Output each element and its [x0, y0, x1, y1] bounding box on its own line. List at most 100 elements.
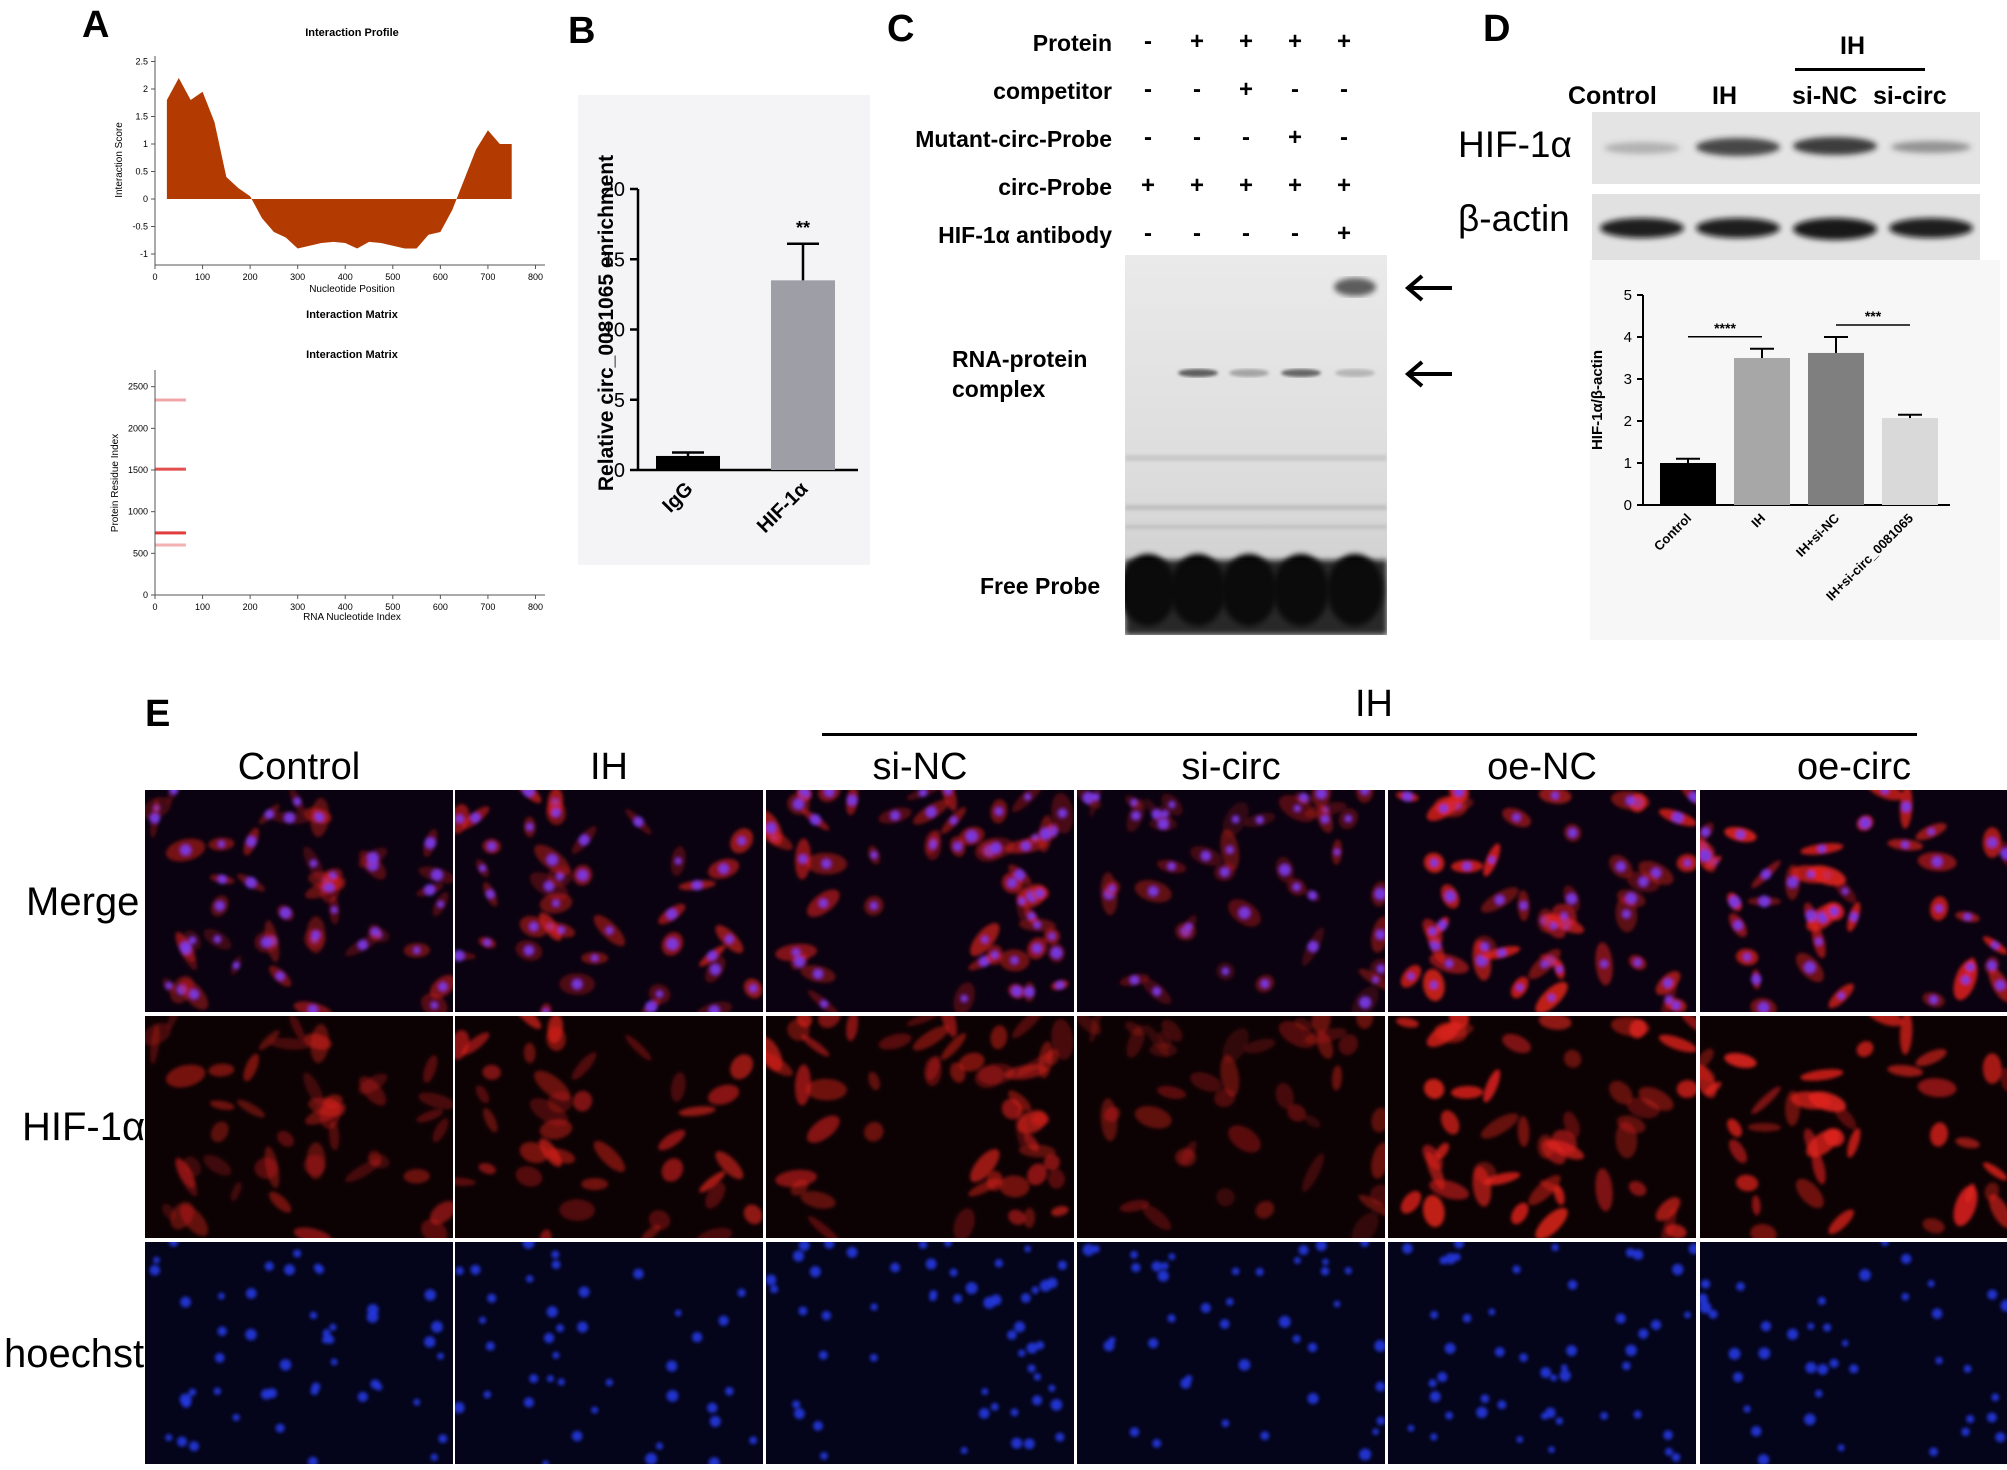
emsa-sign: +: [1336, 220, 1351, 247]
y-tick-label: 4: [1624, 329, 1632, 346]
cell-nucleus: [367, 852, 379, 864]
cell-nucleus: [1278, 1315, 1291, 1328]
cell-nucleus: [551, 1260, 561, 1270]
cell-nucleus: [749, 984, 758, 993]
cell-cytoplasm: [730, 1054, 754, 1080]
cell-cytoplasm: [209, 1100, 235, 1111]
cell-nucleus: [1881, 1242, 1889, 1247]
if-image: [455, 1242, 763, 1464]
cell-cytoplasm: [1429, 1179, 1470, 1200]
cell-cytoplasm: [559, 1199, 596, 1221]
bar: [1808, 352, 1864, 505]
cell-nucleus: [1344, 815, 1352, 823]
cell-nucleus: [1728, 1347, 1741, 1360]
emsa-sign: +: [1238, 172, 1253, 199]
cell-nucleus: [578, 1286, 590, 1298]
cell-nucleus: [1437, 919, 1448, 931]
cell-nucleus: [552, 899, 560, 907]
cell-nucleus: [869, 901, 878, 910]
cell-nucleus: [264, 809, 274, 819]
cell-nucleus: [1092, 793, 1100, 801]
cell-nucleus: [325, 1335, 335, 1344]
lane-label: Control: [1568, 82, 1657, 110]
matrix-header: Interaction Matrix: [306, 309, 399, 321]
cell-cytoplasm: [1126, 1025, 1146, 1058]
cell-cytoplasm: [1371, 1107, 1385, 1133]
cell-nucleus: [1360, 1242, 1370, 1247]
cell-nucleus: [1600, 1411, 1608, 1420]
emsa-sign: -: [1144, 28, 1152, 55]
if-row-label: Merge: [26, 880, 140, 924]
cell-cytoplasm: [243, 1053, 260, 1082]
cell-nucleus: [645, 1000, 658, 1012]
cell-cytoplasm: [1887, 1064, 1924, 1077]
cell-nucleus: [529, 1374, 539, 1384]
cell-cytoplasm: [482, 1064, 501, 1080]
cell-nucleus: [605, 1378, 614, 1387]
cell-nucleus: [929, 841, 937, 850]
cell-nucleus: [821, 858, 832, 869]
cell-cytoplasm: [268, 1037, 310, 1050]
y-tick-label: 10: [603, 320, 625, 342]
cell-nucleus: [1671, 1000, 1681, 1010]
cell-nucleus: [1650, 867, 1662, 878]
cell-nucleus: [1131, 1262, 1141, 1273]
x-tick-label: 400: [338, 602, 353, 612]
y-tick-label: 0: [614, 460, 625, 482]
cell-nucleus: [1152, 986, 1162, 996]
cell-nucleus: [655, 990, 664, 998]
cell-nucleus: [824, 1242, 835, 1249]
cell-nucleus: [217, 840, 225, 848]
cell-nucleus: [645, 1452, 658, 1464]
cell-nucleus: [1560, 912, 1568, 920]
free-probe-label: Free Probe: [980, 573, 1101, 599]
cell-nucleus: [330, 906, 338, 914]
cell-nucleus: [557, 1378, 565, 1386]
cell-cytoplasm: [236, 1099, 266, 1118]
cell-nucleus: [1991, 941, 2000, 950]
cell-nucleus: [1512, 1265, 1521, 1274]
cell-nucleus: [1963, 1364, 1972, 1373]
cell-nucleus: [1807, 870, 1815, 878]
cell-cytoplasm: [483, 1107, 498, 1133]
cell-nucleus: [1550, 1374, 1558, 1382]
cell-cytoplasm: [1735, 1174, 1759, 1192]
y-tick-label: 2000: [128, 423, 148, 433]
if-column-header: si-circ: [1181, 746, 1281, 788]
cell-nucleus: [546, 1306, 558, 1318]
emsa-sign: -: [1144, 76, 1152, 103]
cell-nucleus: [1823, 1323, 1832, 1332]
cell-nucleus: [766, 1274, 777, 1286]
cell-nucleus: [1024, 1245, 1032, 1253]
cell-cytoplasm: [455, 1177, 477, 1186]
cell-nucleus: [413, 946, 421, 954]
cell-nucleus: [1786, 1328, 1799, 1340]
cell-nucleus: [1807, 1322, 1815, 1330]
cell-nucleus: [309, 1311, 318, 1320]
cell-nucleus: [960, 1446, 968, 1455]
if-image: [1700, 790, 2007, 1012]
y-tick-label: 1500: [128, 465, 148, 475]
cell-cytoplasm: [648, 1210, 671, 1230]
cell-cytoplasm: [699, 1171, 726, 1193]
lane-label: si-circ: [1873, 82, 1947, 110]
cell-nucleus: [1901, 1253, 1912, 1265]
cell-nucleus: [522, 790, 535, 797]
cell-nucleus: [1007, 1330, 1017, 1340]
blot-band: [1889, 218, 1973, 238]
if-column-header: oe-circ: [1796, 746, 1912, 788]
cell-nucleus: [818, 898, 828, 908]
cell-cytoplasm: [906, 1016, 940, 1026]
cell-cytoplasm: [403, 1168, 430, 1184]
cell-nucleus: [1011, 1437, 1023, 1449]
cell-cytoplasm: [1803, 1128, 1819, 1155]
cell-nucleus: [1020, 1293, 1031, 1303]
panel-letter-c: C: [887, 8, 915, 50]
emsa-sign: -: [1193, 220, 1201, 247]
cell-cytoplasm: [1216, 1188, 1235, 1207]
cell-nucleus: [809, 1266, 821, 1278]
cell-nucleus: [1622, 1361, 1631, 1371]
cell-cytoplasm: [1149, 1043, 1178, 1057]
cell-nucleus: [189, 989, 200, 1000]
cell-nucleus: [1632, 1249, 1644, 1260]
